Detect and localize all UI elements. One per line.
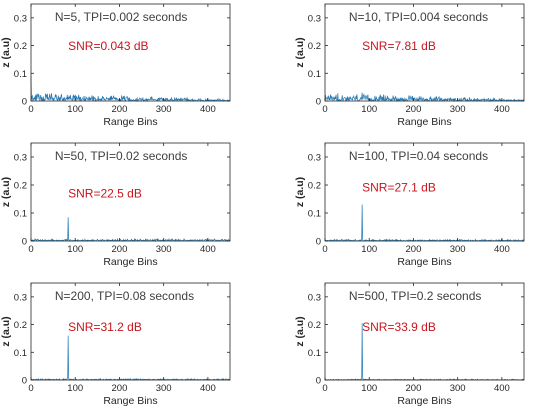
y-tick-label: 0 [22, 376, 27, 387]
snr-annotation: SNR=27.1 dB [362, 181, 436, 195]
x-tick-label: 200 [406, 244, 422, 255]
panel-annotation-title: N=200, TPI=0.08 seconds [55, 289, 194, 303]
x-tick-label: 200 [112, 104, 128, 115]
x-tick-label: 0 [28, 244, 33, 255]
x-axis-label: Range Bins [397, 116, 451, 128]
y-tick-label: 0.3 [14, 292, 27, 303]
x-tick-label: 400 [200, 383, 216, 394]
x-tick-label: 200 [406, 383, 422, 394]
x-tick-label: 400 [494, 244, 510, 255]
x-tick-label: 100 [67, 104, 83, 115]
x-tick-label: 200 [112, 244, 128, 255]
x-tick-label: 400 [494, 104, 510, 115]
y-axis-label: z (a.u) [0, 316, 12, 346]
y-tick-label: 0.2 [308, 41, 321, 52]
y-tick-label: 0.3 [308, 13, 321, 24]
subplot-4: 0 100 200 300 400 0 0.1 0.2 0.3 Range Bins z (a.u)… [294, 142, 525, 268]
x-axis-label: Range Bins [397, 256, 451, 268]
snr-annotation: SNR=0.043 dB [68, 39, 148, 53]
y-tick-label: 0.1 [14, 209, 27, 220]
x-tick-label: 0 [322, 104, 327, 115]
y-tick-label: 0.1 [308, 69, 321, 80]
panel-annotation-title: N=5, TPI=0.002 seconds [55, 10, 188, 24]
x-tick-label: 100 [361, 244, 377, 255]
x-tick-label: 400 [200, 104, 216, 115]
x-axis-label: Range Bins [103, 256, 157, 268]
subplot-2: 0 100 200 300 400 0 0.1 0.2 0.3 Range Bins z (a.u)… [294, 3, 525, 128]
snr-annotation: SNR=33.9 dB [362, 320, 436, 334]
y-tick-label: 0.2 [14, 320, 27, 331]
panel-annotation-title: N=500, TPI=0.2 seconds [349, 289, 482, 303]
series-line [324, 92, 525, 103]
x-tick-label: 100 [67, 244, 83, 255]
panel-annotation-title: N=50, TPI=0.02 seconds [55, 149, 188, 163]
x-tick-label: 0 [322, 244, 327, 255]
series-line [324, 204, 525, 243]
panel-annotation-title: N=10, TPI=0.004 seconds [349, 10, 488, 24]
x-tick-label: 0 [322, 383, 327, 394]
x-tick-label: 300 [156, 244, 172, 255]
x-tick-label: 100 [361, 104, 377, 115]
subplot-6: 0 100 200 300 400 0 0.1 0.2 0.3 Range Bins z (a.u)… [294, 282, 525, 407]
axes-box [324, 142, 525, 242]
axes-box [30, 282, 231, 381]
y-tick-label: 0.2 [14, 41, 27, 52]
y-tick-label: 0.1 [308, 209, 321, 220]
y-axis-label: z (a.u) [294, 37, 306, 67]
axes-box [30, 142, 231, 242]
axes-box [324, 282, 525, 381]
y-tick-label: 0.2 [308, 181, 321, 192]
x-tick-label: 300 [156, 104, 172, 115]
x-tick-label: 300 [450, 383, 466, 394]
snr-annotation: SNR=7.81 dB [362, 39, 436, 53]
subplot-3: 0 100 200 300 400 0 0.1 0.2 0.3 Range Bins z (a.u)… [0, 142, 231, 268]
panel-annotation-title: N=100, TPI=0.04 seconds [349, 149, 488, 163]
x-axis-label: Range Bins [103, 116, 157, 128]
x-tick-label: 100 [361, 383, 377, 394]
y-tick-label: 0.2 [14, 181, 27, 192]
y-tick-label: 0 [22, 237, 27, 248]
y-tick-label: 0.1 [14, 69, 27, 80]
y-tick-label: 0.1 [14, 348, 27, 359]
y-tick-label: 0.3 [14, 13, 27, 24]
y-tick-label: 0 [316, 237, 321, 248]
x-tick-label: 0 [28, 383, 33, 394]
x-tick-label: 100 [67, 383, 83, 394]
y-tick-label: 0.1 [308, 348, 321, 359]
y-axis-label: z (a.u) [0, 177, 12, 207]
x-tick-label: 300 [156, 383, 172, 394]
x-tick-label: 400 [200, 244, 216, 255]
x-tick-label: 300 [450, 104, 466, 115]
axes-box [324, 3, 525, 102]
series-line [30, 217, 231, 243]
x-tick-label: 200 [406, 104, 422, 115]
x-tick-label: 0 [28, 104, 33, 115]
y-axis-label: z (a.u) [294, 316, 306, 346]
series-line [30, 76, 231, 103]
y-axis-label: z (a.u) [294, 177, 306, 207]
x-axis-label: Range Bins [103, 395, 157, 407]
y-tick-label: 0.2 [308, 320, 321, 331]
x-tick-label: 200 [112, 383, 128, 394]
axes-box [30, 3, 231, 102]
subplot-1: 0 100 200 300 400 0 0.1 0.2 0.3 Range Bins z (a.u)… [0, 3, 231, 128]
y-tick-label: 0 [316, 376, 321, 387]
y-tick-label: 0.3 [14, 153, 27, 164]
y-tick-label: 0.3 [308, 292, 321, 303]
x-axis-label: Range Bins [397, 395, 451, 407]
y-tick-label: 0.3 [308, 153, 321, 164]
y-tick-label: 0 [316, 97, 321, 108]
subplot-5: 0 100 200 300 400 0 0.1 0.2 0.3 Range Bins z (a.u)… [0, 282, 231, 407]
x-tick-label: 300 [450, 244, 466, 255]
snr-annotation: SNR=31.2 dB [68, 320, 142, 334]
y-tick-label: 0 [22, 97, 27, 108]
x-tick-label: 400 [494, 383, 510, 394]
snr-annotation: SNR=22.5 dB [68, 187, 142, 201]
series-line [30, 335, 231, 381]
y-axis-label: z (a.u) [0, 37, 12, 67]
